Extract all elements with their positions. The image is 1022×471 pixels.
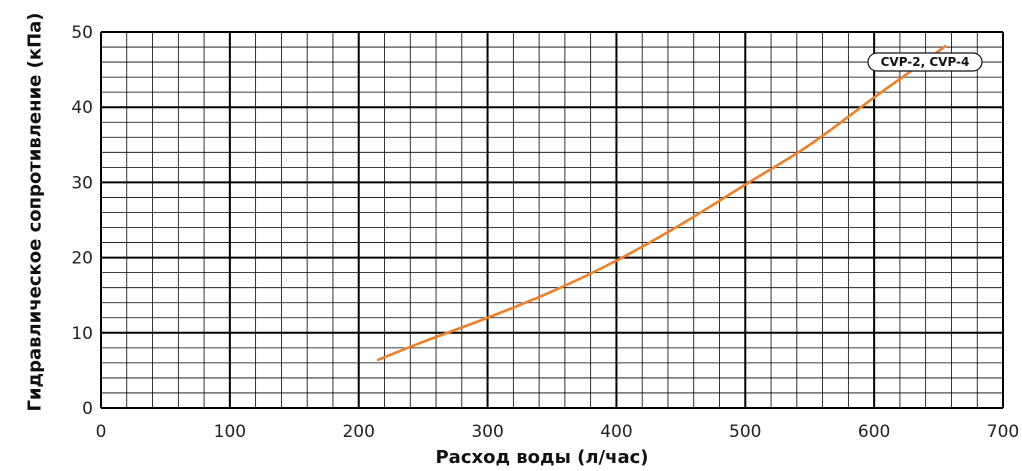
major-grid: [100, 31, 1004, 409]
y-tick-label: 0: [82, 399, 93, 419]
x-tick-labels: 0 100 200 300 400 500 600 700: [96, 422, 1020, 442]
x-tick-label: 400: [600, 422, 632, 442]
series-layer: [376, 44, 947, 362]
y-tick-label: 20: [71, 249, 93, 269]
x-axis-title: Расход воды (л/час): [435, 447, 648, 468]
x-tick-label: 500: [729, 422, 761, 442]
series-line: [376, 44, 947, 362]
x-tick-label: 200: [342, 422, 374, 442]
legend-series-label: CVP-2, CVP-4: [881, 55, 970, 69]
x-tick-label: 0: [96, 422, 107, 442]
y-tick-label: 10: [71, 324, 93, 344]
x-tick-label: 600: [858, 422, 890, 442]
y-tick-labels: 0 10 20 30 40 50: [71, 23, 93, 419]
y-tick-label: 50: [71, 23, 93, 43]
x-tick-label: 100: [214, 422, 246, 442]
y-axis-title: Гидравлическое сопротивление (кПа): [24, 12, 45, 411]
minor-grid: [101, 32, 1003, 408]
x-tick-label: 700: [987, 422, 1019, 442]
y-tick-label: 40: [71, 98, 93, 118]
series-legend: CVP-2, CVP-4: [867, 52, 983, 72]
legend-box: [867, 52, 983, 72]
y-tick-label: 30: [71, 173, 93, 193]
x-tick-label: 300: [471, 422, 503, 442]
